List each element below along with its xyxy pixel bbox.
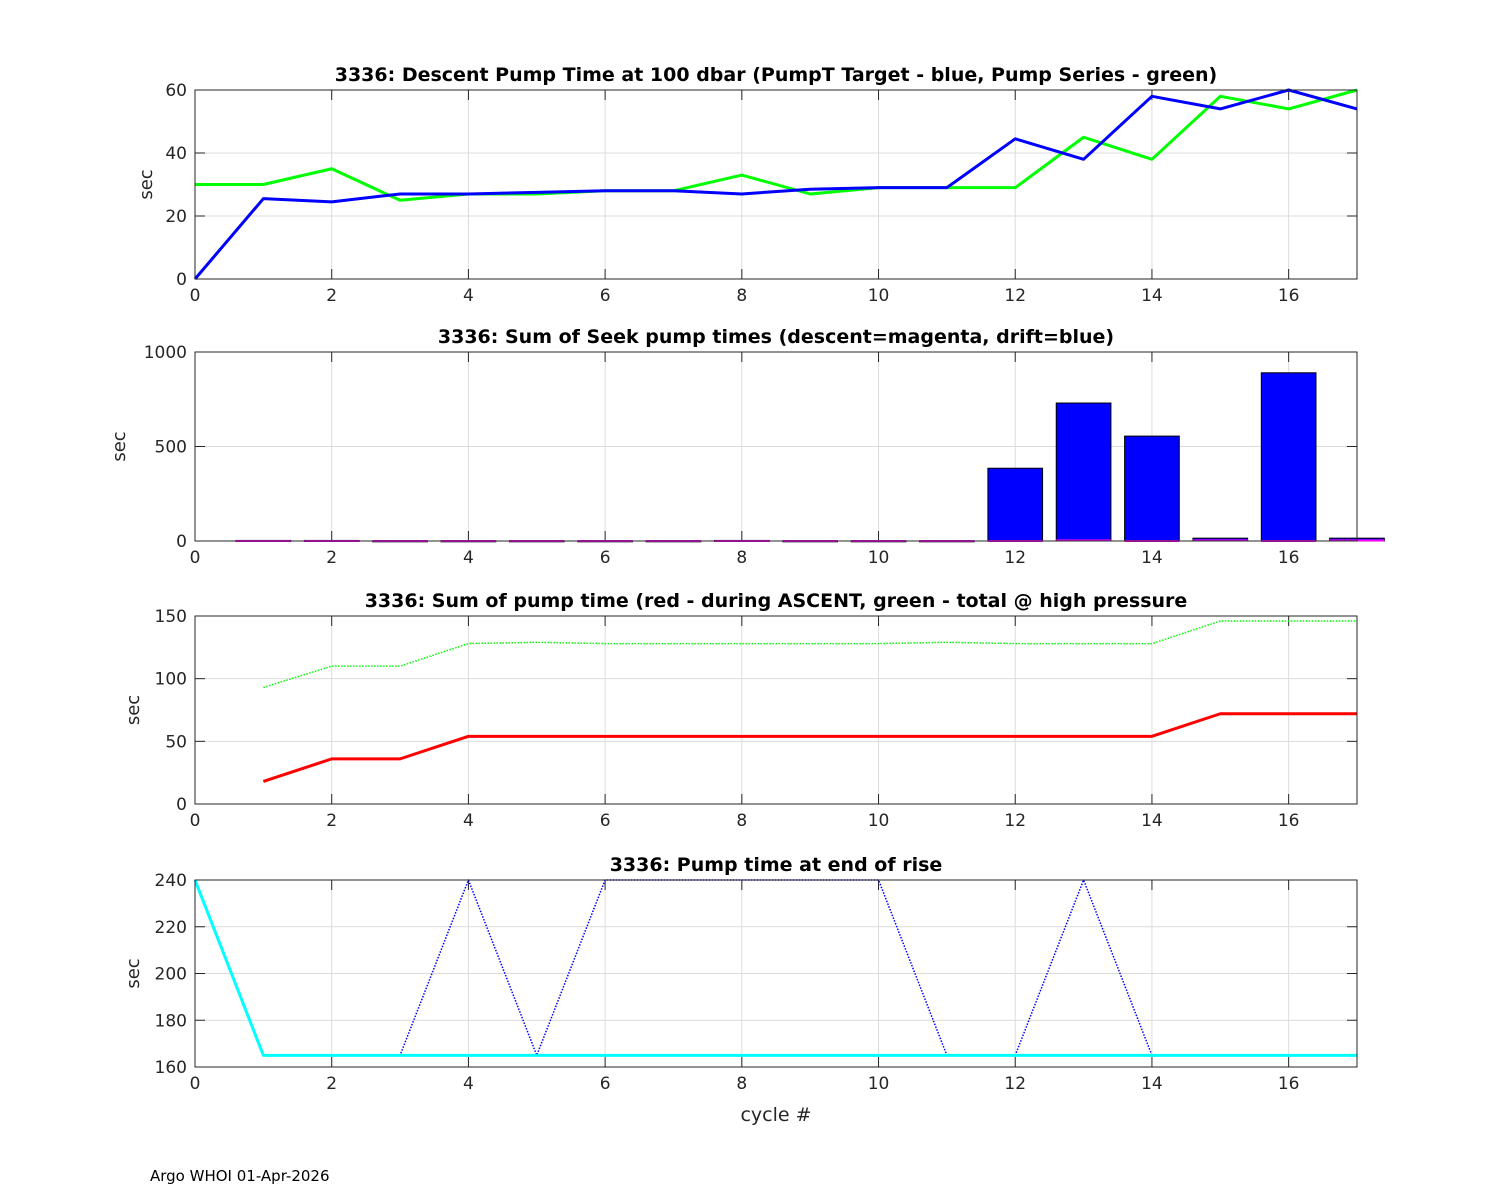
chart-title: 3336: Sum of pump time (red - during ASC… — [365, 590, 1188, 612]
y-tick-label: 180 — [155, 1011, 187, 1031]
y-tick-label: 50 — [165, 732, 187, 752]
y-tick-label: 500 — [155, 438, 187, 458]
x-tick-label: 4 — [463, 286, 474, 306]
bar-drift — [1260, 372, 1317, 542]
y-tick-label: 0 — [176, 532, 187, 552]
y-axis-label: sec — [136, 169, 157, 199]
x-tick-label: 2 — [326, 548, 337, 568]
x-tick-label: 0 — [190, 1074, 201, 1094]
bar-descent — [1192, 539, 1248, 542]
x-tick-label: 8 — [736, 1074, 747, 1094]
x-tick-label: 16 — [1278, 286, 1300, 306]
x-tick-label: 4 — [463, 1074, 474, 1094]
chart-title: 3336: Sum of Seek pump times (descent=ma… — [438, 326, 1114, 348]
x-tick-label: 6 — [600, 1074, 611, 1094]
x-tick-label: 6 — [600, 286, 611, 306]
x-tick-label: 8 — [736, 548, 747, 568]
series-line-total-high-pressure — [263, 620, 1357, 689]
footer-text: Argo WHOI 01-Apr-2026 — [150, 1167, 330, 1185]
y-tick-label: 1000 — [144, 343, 187, 363]
subplot-3: 0 2 4 6 8 10 12 14 16 0 50 100 150 3336: Sum of pump … — [123, 590, 1358, 831]
y-tick-label: 0 — [176, 270, 187, 290]
bar-drift — [1124, 435, 1180, 542]
x-tick-label: 16 — [1278, 548, 1300, 568]
y-tick-label: 100 — [155, 670, 187, 690]
x-tick-label: 10 — [868, 811, 890, 831]
x-tick-label: 2 — [326, 1074, 337, 1094]
x-tick-label: 6 — [600, 548, 611, 568]
y-tick-label: 0 — [176, 795, 187, 815]
x-tick-label: 2 — [326, 286, 337, 306]
subplot-4: 0 2 4 6 8 10 12 14 16 160 180 200 220 240 3336: Pump t… — [123, 854, 1358, 1126]
x-tick-label: 12 — [1004, 811, 1026, 831]
x-tick-label: 10 — [868, 548, 890, 568]
chart-title: 3336: Pump time at end of rise — [610, 854, 943, 876]
x-tick-label: 12 — [1004, 1074, 1026, 1094]
x-tick-label: 14 — [1141, 548, 1163, 568]
series-line-PumpT-Target — [193, 88, 1358, 280]
x-axis-label: cycle # — [740, 1104, 811, 1126]
bar-drift — [1055, 402, 1112, 542]
axes-box — [194, 879, 1358, 1068]
x-tick-label: 14 — [1141, 811, 1163, 831]
axes-box — [194, 351, 1358, 542]
x-tick-label: 4 — [463, 548, 474, 568]
x-tick-label: 16 — [1278, 1074, 1300, 1094]
y-tick-label: 220 — [155, 918, 187, 938]
x-tick-label: 10 — [868, 1074, 890, 1094]
subplot-2: 0 2 4 6 8 10 12 14 16 0 500 1000 3336: Sum of Seek p… — [109, 326, 1385, 568]
x-tick-label: 14 — [1141, 1074, 1163, 1094]
x-tick-label: 14 — [1141, 286, 1163, 306]
series-line-series-cyan — [193, 879, 1357, 1057]
bar-drift — [987, 467, 1044, 542]
y-tick-label: 240 — [155, 871, 187, 891]
y-tick-label: 60 — [165, 81, 187, 101]
y-tick-label: 20 — [165, 207, 187, 227]
x-tick-label: 8 — [736, 286, 747, 306]
x-tick-label: 10 — [868, 286, 890, 306]
chart-title: 3336: Descent Pump Time at 100 dbar (Pum… — [335, 64, 1218, 86]
plot-area — [195, 616, 1357, 804]
x-tick-label: 2 — [326, 811, 337, 831]
x-tick-label: 12 — [1004, 548, 1026, 568]
bar-descent — [1056, 539, 1111, 542]
y-axis-label: sec — [123, 695, 144, 725]
y-tick-label: 160 — [155, 1058, 187, 1078]
axes-box — [194, 89, 1358, 280]
y-axis-label: sec — [123, 958, 144, 988]
x-tick-label: 4 — [463, 811, 474, 831]
y-axis-label: sec — [109, 431, 130, 461]
y-tick-label: 150 — [155, 607, 187, 627]
x-tick-label: 12 — [1004, 286, 1026, 306]
x-tick-label: 6 — [600, 811, 611, 831]
x-tick-label: 8 — [736, 811, 747, 831]
y-tick-label: 40 — [165, 144, 187, 164]
x-tick-label: 0 — [190, 286, 201, 306]
y-tick-label: 200 — [155, 965, 187, 985]
subplot-1: 0 2 4 6 8 10 12 14 16 0 20 40 60 3336: Descent Pump T… — [136, 64, 1358, 306]
axes-box — [194, 615, 1358, 805]
x-tick-label: 0 — [190, 811, 201, 831]
x-tick-label: 0 — [190, 548, 201, 568]
x-tick-label: 16 — [1278, 811, 1300, 831]
